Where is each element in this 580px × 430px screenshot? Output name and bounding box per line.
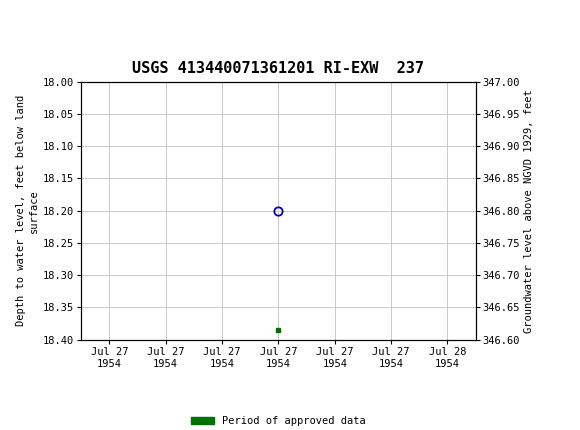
Text: USGS: USGS [44, 10, 99, 28]
Legend: Period of approved data: Period of approved data [191, 416, 366, 426]
Title: USGS 413440071361201 RI-EXW  237: USGS 413440071361201 RI-EXW 237 [132, 61, 425, 77]
Y-axis label: Depth to water level, feet below land
surface: Depth to water level, feet below land su… [16, 95, 39, 326]
Y-axis label: Groundwater level above NGVD 1929, feet: Groundwater level above NGVD 1929, feet [524, 89, 534, 332]
